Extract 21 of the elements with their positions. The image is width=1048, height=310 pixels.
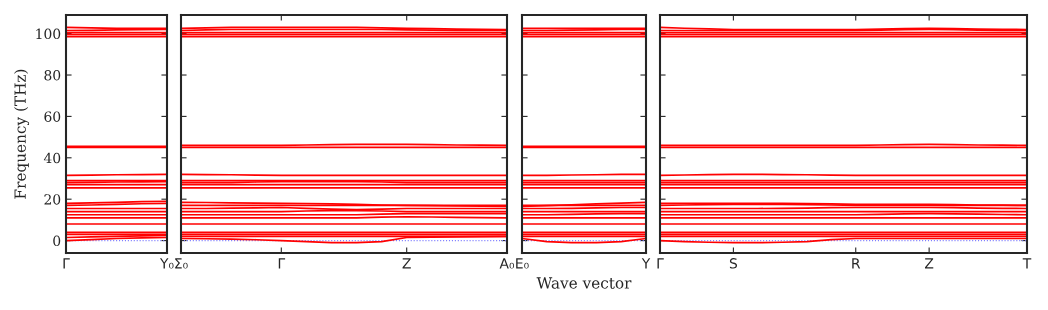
- x-tick-label: Z: [925, 258, 934, 269]
- y-tick-label: 100: [36, 28, 61, 40]
- y-axis-title: Frequency (THz): [14, 69, 30, 199]
- x-axis-title: Wave vector: [536, 277, 632, 289]
- x-tick-label: E₀: [516, 258, 529, 269]
- x-tick-label: R: [852, 258, 861, 269]
- x-tick-label: Γ: [63, 258, 70, 269]
- x-tick-label: Γ: [278, 258, 286, 269]
- x-tick-label: T: [1022, 258, 1032, 269]
- y-tick-label: 60: [44, 111, 61, 122]
- y-tick-label: 40: [43, 152, 61, 164]
- y-tick-label: 20: [44, 194, 61, 205]
- x-tick-label: Y₀: [159, 258, 174, 269]
- x-tick-label: Γ: [657, 258, 664, 269]
- x-tick-label: S: [729, 258, 738, 269]
- x-tick-label: A₀: [499, 258, 515, 269]
- y-tick-label: 80: [44, 69, 61, 81]
- x-tick-label: Σ₀: [175, 258, 188, 269]
- y-tick-label: 0: [53, 235, 61, 247]
- x-tick-label: Y: [641, 258, 651, 269]
- x-tick-label: Z: [402, 258, 411, 269]
